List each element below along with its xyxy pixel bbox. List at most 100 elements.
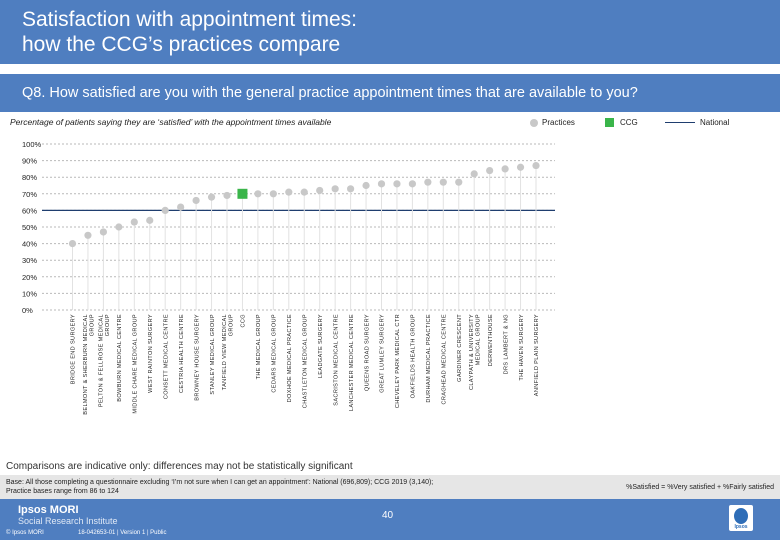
x-tick-label: DOXHOE MEDICAL PRACTICE — [287, 314, 293, 402]
x-tick-label: SACRISTON MEDICAL CENTRE — [333, 314, 339, 406]
practice-point — [115, 223, 123, 231]
x-tick-label: WEST RAINTON SURGERY — [148, 314, 154, 393]
ccg-marker — [237, 188, 248, 199]
practice-point — [455, 178, 463, 186]
practice-point — [393, 180, 401, 188]
practice-point — [486, 166, 494, 175]
practice-point — [177, 203, 185, 211]
y-tick-label: 100% — [22, 140, 42, 149]
legend-practices-label: Practices — [542, 118, 575, 127]
x-tick-label: DERWENTHOUSE — [488, 314, 494, 366]
x-tick-label: THE HAVEN SURGERY — [519, 314, 525, 381]
y-tick-label: 90% — [22, 157, 37, 166]
stem-layer — [72, 165, 537, 310]
question-bar: Q8. How satisfied are you with the gener… — [0, 74, 780, 112]
x-tick-label: ANNFIELD PLAIN SURGERY — [534, 314, 540, 396]
legend-practices-marker — [530, 119, 538, 127]
y-tick-labels: 0% 10% 20% 30% 40% 50% 60% 70% 80% 90% 100% — [22, 140, 42, 315]
ipsos-logo: Ipsos — [729, 505, 753, 531]
y-tick-label: 60% — [22, 206, 37, 215]
practice-point — [439, 178, 447, 186]
base-text: Base: All those completing a questionnai… — [6, 478, 526, 496]
y-tick-label: 50% — [22, 223, 37, 232]
practice-point — [300, 188, 308, 196]
x-tick-label: LEADGATE SURGERY — [318, 314, 324, 378]
page-title-line-1: Satisfaction with appointment times: — [22, 8, 357, 31]
brand-name: Ipsos MORI — [18, 504, 79, 516]
practice-point — [331, 185, 339, 193]
x-tick-label: THE MEDICAL GROUP — [256, 314, 262, 379]
practice-point — [532, 161, 540, 170]
x-tick-label: TANFIELD VIEW MEDICAL — [222, 314, 228, 390]
scatter-chart: 0% 10% 20% 30% 40% 50% 60% 70% 80% 90% 100% BRIDGE… — [22, 140, 555, 415]
y-tick-label: 40% — [22, 240, 37, 249]
y-tick-label: 20% — [22, 273, 37, 282]
x-tick-label: CRAGHEAD MEDICAL CENTRE — [442, 314, 448, 405]
x-tick-label: CEDARS MEDICAL GROUP — [272, 314, 278, 393]
practice-point — [347, 185, 355, 193]
y-tick-label: 0% — [22, 306, 33, 315]
practice-point — [254, 190, 262, 198]
y-tick-label: 30% — [22, 256, 37, 265]
practice-point — [377, 180, 386, 188]
question-text: Q8. How satisfied are you with the gener… — [22, 85, 638, 101]
page-title: Satisfaction with appointment times: how… — [22, 7, 357, 57]
brand-subtitle: Social Research Institute — [18, 516, 118, 526]
x-tick-labels: BRIDGE END SURGERY BELMONT & SHERBURN MED… — [71, 314, 541, 415]
practice-point — [470, 170, 478, 178]
practice-point — [207, 193, 216, 201]
y-tick-label: 10% — [22, 289, 37, 298]
footer: Ipsos MORI Social Research Institute © I… — [0, 499, 780, 540]
copyright: © Ipsos MORI — [6, 530, 44, 536]
comparison-note: Comparisons are indicative only: differe… — [6, 461, 353, 472]
x-tick-label: CCG — [241, 314, 247, 327]
y-tick-label: 70% — [22, 190, 37, 199]
job-number: 18-042653-01 | Version 1 | Public — [78, 530, 167, 536]
practice-point — [362, 181, 370, 190]
x-tick-label: OAKFIELDS HEALTH GROUP — [411, 314, 417, 398]
x-tick-label: BROWNEY HOUSE SURGERY — [194, 314, 200, 401]
x-tick-label: MEDICAL GROUP — [476, 314, 482, 365]
x-tick-label: PELTON & FELLROSE MEDICAL — [98, 314, 104, 407]
practice-point — [130, 218, 138, 226]
x-tick-label: BRIDGE END SURGERY — [71, 314, 77, 384]
practice-point — [408, 180, 416, 188]
practice-point — [192, 196, 200, 205]
practice-point — [316, 186, 324, 195]
x-tick-label: DRS LAMBERT & NG — [503, 314, 509, 374]
x-tick-label: MIDDLE CHARE MEDICAL GROUP — [133, 314, 139, 414]
practice-point — [99, 228, 107, 236]
x-tick-label: CHASTLETON MEDICAL GROUP — [302, 314, 308, 408]
x-tick-label: BOWBURN MEDICAL CENTRE — [117, 314, 123, 402]
practice-point — [146, 216, 154, 224]
page-title-line-2: how the CCG’s practices compare — [22, 33, 341, 56]
x-tick-label: GROUP — [228, 314, 234, 336]
practice-point — [516, 163, 525, 171]
x-tick-label: CESTRIA HEALTH CENTRE — [179, 314, 185, 393]
practice-point — [84, 231, 92, 239]
x-tick-label: CONSETT MEDICAL CENTRE — [163, 314, 169, 399]
point-layer — [68, 161, 540, 248]
base-box: Base: All those completing a questionnai… — [0, 475, 780, 499]
logo-icon — [734, 508, 748, 524]
chart-subtitle: Percentage of patients saying they are ‘… — [10, 117, 332, 127]
x-tick-label: QUEENS ROAD SURGERY — [364, 314, 370, 391]
y-tick-label: 80% — [22, 173, 37, 182]
x-tick-label: GREAT LUMLEY SURGERY — [380, 314, 386, 393]
practice-point — [161, 206, 169, 214]
base-text-line-2: Practice bases range from 86 to 124 — [6, 488, 119, 495]
legend-ccg-marker — [605, 118, 614, 127]
x-tick-label: CLAYPATH & UNIVERSITY — [469, 314, 475, 390]
x-tick-label: BELMONT & SHERBURN MEDICAL — [83, 314, 89, 415]
x-tick-label: GARDINER CRESCENT — [457, 314, 463, 382]
practice-point — [285, 188, 293, 196]
x-tick-label: DURHAM MEDICAL PRACTICE — [426, 314, 432, 403]
practice-point — [269, 190, 277, 198]
x-tick-label: LANCHESTER MEDICAL CENTRE — [349, 314, 355, 411]
title-bar: Satisfaction with appointment times: how… — [0, 0, 780, 64]
x-tick-label: STANLEY MEDICAL GROUP — [210, 314, 216, 395]
base-text-line-1: Base: All those completing a questionnai… — [6, 479, 434, 486]
legend-ccg-label: CCG — [620, 118, 638, 127]
practice-point — [424, 178, 432, 186]
legend-national-label: National — [700, 118, 730, 127]
